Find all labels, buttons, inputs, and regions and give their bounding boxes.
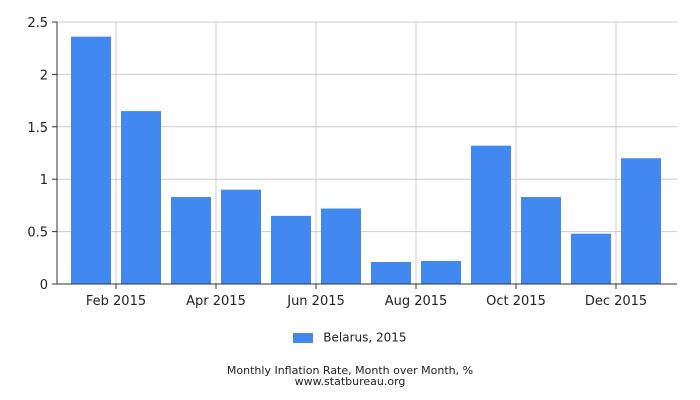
legend: Belarus, 2015 — [0, 330, 700, 345]
bar — [621, 158, 661, 284]
bar — [71, 36, 111, 285]
x-tick-label: Dec 2015 — [585, 294, 647, 309]
y-tick-label: 1.5 — [27, 121, 48, 136]
bar — [521, 197, 561, 284]
bars — [71, 36, 661, 285]
legend-label: Belarus, 2015 — [323, 330, 407, 345]
bar — [171, 197, 211, 284]
bar — [321, 208, 361, 284]
tick-labels: 0 0.5 1 1.5 2 2.5 Feb 2015 Apr 2015 Jun 2015 Aug … — [27, 16, 647, 309]
y-tick-label: 2.5 — [27, 16, 48, 31]
chart-title: Monthly Inflation Rate, Month over Month… — [226, 364, 474, 377]
bar — [371, 261, 411, 284]
x-tick-label: Aug 2015 — [385, 294, 448, 309]
x-tick-label: Jun 2015 — [286, 294, 345, 309]
y-tick-label: 0 — [40, 278, 48, 293]
bar — [421, 260, 461, 284]
bar — [271, 215, 311, 284]
inflation-bar-chart: 0 0.5 1 1.5 2 2.5 Feb 2015 Apr 2015 Jun 2015 Aug … — [27, 16, 677, 309]
x-tick-label: Feb 2015 — [86, 294, 146, 309]
source-text: www.statbureau.org — [294, 375, 406, 388]
x-tick-label: Oct 2015 — [486, 294, 546, 309]
bar — [121, 111, 161, 284]
y-tick-label: 2 — [40, 68, 48, 83]
bar — [471, 145, 511, 284]
x-tick-label: Apr 2015 — [186, 294, 246, 309]
bar — [571, 233, 611, 284]
y-tick-label: 1 — [40, 173, 48, 188]
axes — [52, 21, 677, 289]
y-tick-label: 0.5 — [27, 226, 48, 241]
bar — [221, 189, 261, 284]
legend-swatch — [293, 332, 314, 343]
